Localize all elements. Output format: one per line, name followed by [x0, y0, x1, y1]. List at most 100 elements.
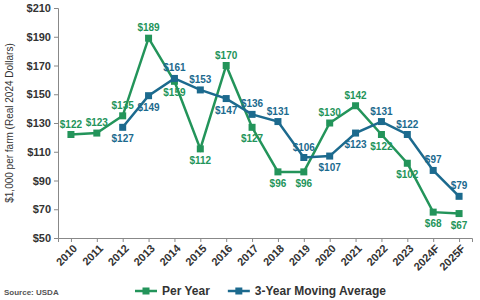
x-tick-label: 2021: [338, 242, 364, 268]
x-tick-label: 2024F: [411, 242, 442, 273]
data-label: $123: [86, 117, 109, 128]
data-label: $136: [241, 98, 264, 109]
series-marker: [274, 118, 281, 125]
series-marker: [378, 131, 385, 138]
data-label: $122: [60, 119, 83, 130]
y-tick: $110: [27, 146, 58, 158]
series-marker: [249, 111, 256, 118]
y-tick-mark: [54, 37, 58, 38]
x-tick-label: 2017: [235, 242, 261, 268]
y-tick-mark: [54, 8, 58, 9]
x-tick-label: 2014: [157, 241, 183, 267]
data-label: $170: [215, 50, 238, 61]
y-tick-mark: [54, 238, 58, 239]
x-tick-mark: [123, 238, 124, 242]
data-labels: $122$123$135$189$159$112$170$127$96$96$1…: [60, 22, 468, 230]
x-tick-label: 2025F: [437, 242, 468, 273]
x-tick-mark: [200, 238, 201, 242]
data-label: $131: [370, 106, 393, 117]
series-marker: [300, 154, 307, 161]
series-marker: [197, 86, 204, 93]
series-marker: [352, 102, 359, 109]
series-marker: [119, 124, 126, 131]
data-label: $96: [270, 178, 287, 189]
y-tick: $190: [27, 31, 58, 43]
series-marker: [430, 209, 437, 216]
series-line: [123, 78, 459, 196]
data-label: $149: [137, 102, 160, 113]
x-tick: 2011: [80, 238, 105, 267]
series-marker: [300, 168, 307, 175]
x-tick: 2010: [54, 238, 80, 268]
data-label: $122: [396, 119, 419, 130]
y-tick-label: $190: [27, 31, 51, 43]
x-tick: 2014: [157, 238, 183, 268]
series-marker: [93, 130, 100, 137]
series-marker: [274, 168, 281, 175]
y-tick: $170: [27, 60, 58, 72]
data-label: $67: [451, 220, 468, 231]
series-marker: [145, 35, 152, 42]
data-label: $106: [293, 142, 316, 153]
data-label: $127: [241, 133, 264, 144]
y-tick-mark: [54, 123, 58, 124]
series-marker: [456, 193, 463, 200]
series-marker: [378, 118, 385, 125]
y-tick-label: $170: [27, 60, 51, 72]
x-tick-mark: [356, 238, 357, 242]
y-tick-label: $70: [33, 203, 51, 215]
chart: $50$70$90$110$130$150$170$190$2102010201…: [0, 0, 480, 300]
data-label: $159: [163, 87, 186, 98]
data-label: $135: [112, 100, 135, 111]
y-tick-mark: [54, 209, 58, 210]
legend-marker: [235, 288, 242, 295]
data-label: $161: [163, 62, 186, 73]
data-label: $107: [319, 162, 342, 173]
y-tick: $50: [33, 232, 58, 244]
y-tick-mark: [54, 181, 58, 182]
series-marker: [67, 131, 74, 138]
series-marker: [249, 124, 256, 131]
series-marker: [171, 75, 178, 82]
x-tick-mark: [149, 238, 150, 242]
x-tick: 2021: [338, 238, 364, 268]
data-label: $102: [396, 169, 419, 180]
y-tick-label: $50: [33, 232, 51, 244]
x-tick-label: 2012: [105, 242, 131, 268]
series-marker: [197, 145, 204, 152]
data-label: $79: [451, 180, 468, 191]
data-label: $127: [112, 133, 135, 144]
plot-area: $50$70$90$110$130$150$170$190$2102010201…: [27, 2, 473, 273]
x-tick-label: 2016: [209, 242, 235, 268]
legend: Per Year 3-Year Moving Average: [135, 284, 386, 298]
series-marker: [456, 210, 463, 217]
data-label: $97: [425, 154, 442, 165]
data-label: $153: [189, 74, 212, 85]
x-axis-line: [59, 239, 473, 243]
x-tick-label: 2013: [131, 242, 157, 268]
y-tick-label: $110: [27, 146, 51, 158]
series-marker: [119, 112, 126, 119]
data-label: $123: [344, 139, 367, 150]
y-tick: $150: [27, 88, 58, 100]
legend-label: Per Year: [162, 284, 210, 298]
x-tick: 2020: [312, 238, 338, 268]
y-tick-label: $90: [33, 175, 51, 187]
x-tick-mark: [381, 238, 382, 242]
x-tick: 2015: [183, 238, 209, 268]
x-tick: 2016: [209, 238, 235, 268]
legend-marker: [143, 288, 150, 295]
data-label: $96: [295, 178, 312, 189]
series-marker: [326, 153, 333, 160]
x-tick-mark: [252, 238, 253, 242]
x-tick-label: 2018: [261, 242, 287, 268]
x-tick-mark: [433, 238, 434, 242]
x-tick-label: 2011: [80, 242, 105, 267]
series-marker: [404, 160, 411, 167]
y-axis-title: $1,000 per farm (Real 2024 Dollars): [4, 43, 15, 203]
x-tick: 2022: [364, 238, 390, 268]
series-marker: [223, 95, 230, 102]
data-label: $189: [137, 22, 160, 33]
legend-label: 3-Year Moving Average: [255, 284, 386, 298]
x-tick: 2018: [261, 238, 287, 268]
